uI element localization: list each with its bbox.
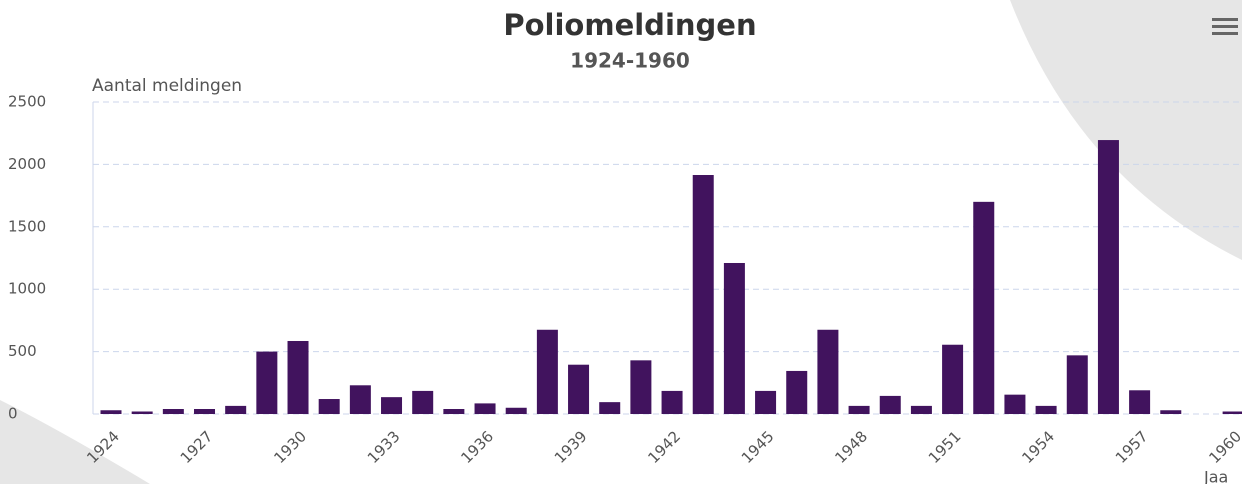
bar	[225, 405, 247, 414]
x-tick-label: 1960	[1205, 427, 1242, 467]
menu-line[interactable]	[1212, 32, 1238, 35]
bar	[256, 351, 278, 414]
bar	[1129, 390, 1151, 414]
bar	[723, 262, 745, 414]
bar	[162, 409, 184, 414]
bar	[942, 344, 964, 414]
bar	[100, 410, 122, 414]
x-tick-label: 1948	[831, 427, 871, 467]
bar	[381, 397, 403, 414]
bar	[879, 395, 901, 414]
y-tick-label: 0	[8, 405, 18, 423]
background-shape	[0, 400, 150, 484]
bar	[131, 411, 153, 414]
bar	[443, 409, 465, 414]
bar	[630, 360, 652, 414]
x-tick-label: 1951	[925, 427, 965, 467]
bar	[599, 402, 621, 414]
bar	[1035, 405, 1057, 414]
x-tick-label: 1933	[364, 427, 404, 467]
bar	[817, 329, 839, 414]
bar	[474, 403, 496, 414]
bar	[194, 409, 216, 414]
x-tick-label: 1954	[1018, 427, 1058, 467]
y-tick-label: 2500	[8, 93, 46, 111]
bar	[692, 175, 714, 414]
x-tick-label: 1957	[1112, 427, 1152, 467]
bar	[505, 407, 527, 414]
x-tick-label: 1939	[551, 427, 591, 467]
x-tick-label: 1945	[738, 427, 778, 467]
chart-title: Poliomeldingen	[503, 8, 756, 42]
bar	[1097, 140, 1119, 414]
bar	[1004, 394, 1026, 414]
bar	[910, 405, 932, 414]
bar	[568, 364, 590, 414]
bar	[318, 399, 340, 414]
x-tick-label: 1930	[270, 427, 310, 467]
bar	[661, 390, 683, 414]
bar	[536, 329, 558, 414]
menu-icon[interactable]	[1212, 18, 1238, 35]
bar	[1066, 355, 1088, 414]
chart-subtitle: 1924-1960	[570, 49, 690, 73]
menu-line[interactable]	[1212, 25, 1238, 28]
background-shape	[1010, 0, 1242, 260]
bar	[287, 340, 309, 414]
x-tick-label: 1927	[177, 427, 217, 467]
x-axis-title: Jaa	[1203, 468, 1228, 484]
y-tick-label: 2000	[8, 155, 46, 173]
bar	[412, 390, 434, 414]
y-tick-label: 1000	[8, 280, 46, 298]
bar	[349, 385, 371, 414]
bar	[786, 370, 808, 414]
menu-line[interactable]	[1212, 18, 1238, 21]
bar	[973, 201, 995, 414]
y-tick-label: 500	[8, 342, 37, 360]
bar	[1222, 411, 1242, 414]
y-tick-label: 1500	[8, 217, 46, 235]
y-axis-title: Aantal meldingen	[92, 76, 242, 96]
x-tick-label: 1936	[457, 427, 497, 467]
bar	[1160, 410, 1182, 414]
bar	[848, 405, 870, 414]
x-tick-label: 1942	[644, 427, 684, 467]
bar	[755, 390, 777, 414]
